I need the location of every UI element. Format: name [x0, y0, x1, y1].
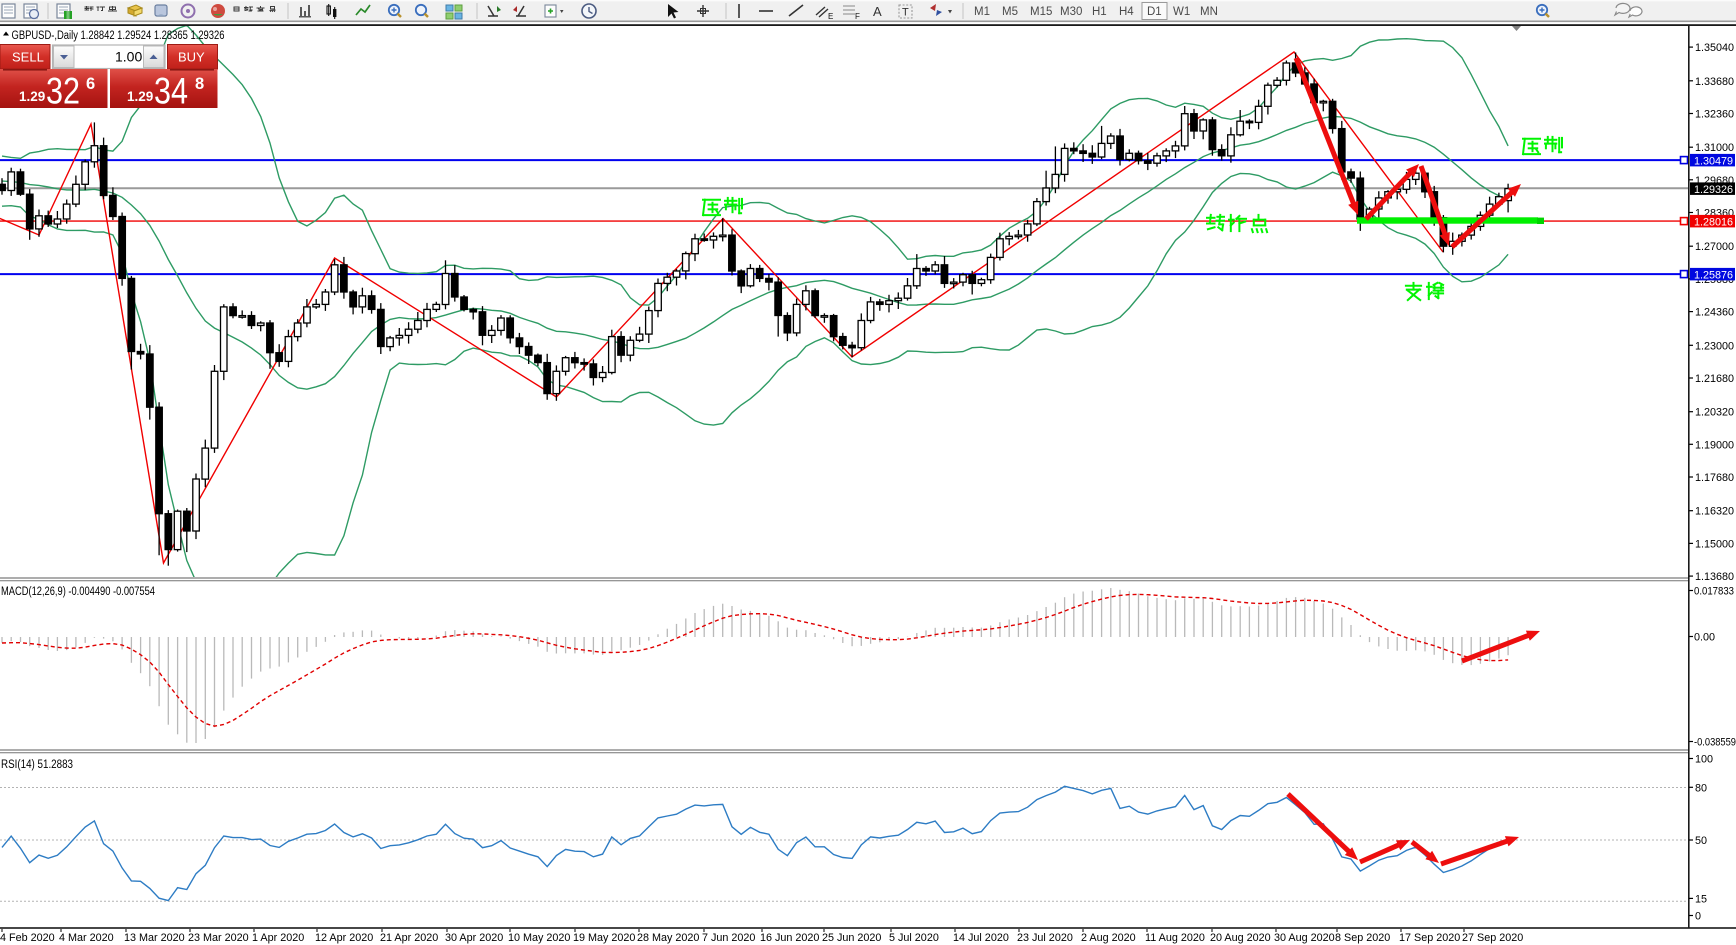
svg-text:1.13680: 1.13680 [1695, 571, 1734, 583]
svg-text:6: 6 [86, 75, 95, 93]
svg-text:RSI(14) 51.2883: RSI(14) 51.2883 [1, 759, 73, 771]
svg-text:23 Jul 2020: 23 Jul 2020 [1017, 932, 1073, 944]
svg-text:28 May 2020: 28 May 2020 [637, 932, 699, 944]
svg-text:H4: H4 [1119, 6, 1134, 18]
svg-text:GBPUSD-,Daily 1.28842 1.29524: GBPUSD-,Daily 1.28842 1.29524 1.28365 1.… [12, 30, 225, 42]
svg-text:4 Mar 2020: 4 Mar 2020 [59, 932, 114, 944]
svg-text:MACD(12,26,9) -0.004490 -0.007: MACD(12,26,9) -0.004490 -0.007554 [1, 586, 155, 598]
svg-text:1.24360: 1.24360 [1695, 307, 1734, 319]
svg-text:30 Apr 2020: 30 Apr 2020 [445, 932, 503, 944]
svg-text:5 Jul 2020: 5 Jul 2020 [889, 932, 939, 944]
svg-text:1.23000: 1.23000 [1695, 340, 1734, 352]
svg-text:F: F [855, 12, 860, 21]
svg-text:1.29: 1.29 [19, 89, 45, 104]
svg-text:1 Apr 2020: 1 Apr 2020 [252, 932, 304, 944]
svg-text:1.00: 1.00 [115, 49, 142, 65]
svg-text:1.16320: 1.16320 [1695, 506, 1734, 518]
svg-text:27 Sep 2020: 27 Sep 2020 [1462, 932, 1523, 944]
svg-text:12 Apr 2020: 12 Apr 2020 [315, 932, 373, 944]
svg-text:D1: D1 [1147, 6, 1162, 18]
svg-text:0: 0 [1695, 911, 1701, 923]
svg-text:23 Mar 2020: 23 Mar 2020 [188, 932, 249, 944]
svg-text:10 May 2020: 10 May 2020 [508, 932, 570, 944]
svg-text:4 Feb 2020: 4 Feb 2020 [0, 932, 55, 944]
svg-text:E: E [828, 12, 833, 21]
svg-text:-0.038559: -0.038559 [1694, 737, 1736, 749]
svg-text:11 Aug 2020: 11 Aug 2020 [1145, 932, 1205, 944]
svg-text:16 Jun 2020: 16 Jun 2020 [760, 932, 819, 944]
svg-text:SELL: SELL [12, 50, 44, 65]
svg-text:17 Sep 2020: 17 Sep 2020 [1399, 932, 1460, 944]
svg-text:8 Sep 2020: 8 Sep 2020 [1335, 932, 1390, 944]
svg-text:7 Jun 2020: 7 Jun 2020 [702, 932, 755, 944]
svg-text:80: 80 [1695, 782, 1707, 794]
svg-text:0.00: 0.00 [1694, 632, 1715, 644]
svg-text:1.31000: 1.31000 [1695, 142, 1734, 154]
svg-text:A: A [873, 4, 882, 19]
svg-text:25 Jun 2020: 25 Jun 2020 [822, 932, 881, 944]
svg-text:1.15000: 1.15000 [1695, 538, 1734, 550]
svg-text:0.017833: 0.017833 [1694, 586, 1734, 598]
svg-text:15: 15 [1695, 893, 1707, 905]
svg-text:1.20320: 1.20320 [1695, 407, 1734, 419]
svg-text:1.21680: 1.21680 [1695, 373, 1734, 385]
svg-text:1.29326: 1.29326 [1694, 184, 1733, 196]
svg-text:1.29: 1.29 [127, 89, 153, 104]
svg-text:M5: M5 [1002, 6, 1018, 18]
svg-text:20 Aug 2020: 20 Aug 2020 [1210, 932, 1271, 944]
svg-text:1.33680: 1.33680 [1695, 76, 1734, 88]
svg-text:2 Aug 2020: 2 Aug 2020 [1081, 932, 1136, 944]
svg-text:H1: H1 [1092, 6, 1107, 18]
svg-text:13 Mar 2020: 13 Mar 2020 [124, 932, 185, 944]
svg-text:1.17680: 1.17680 [1695, 472, 1734, 484]
svg-text:34: 34 [154, 71, 188, 112]
svg-text:30 Aug 2020: 30 Aug 2020 [1274, 932, 1335, 944]
svg-text:M30: M30 [1060, 6, 1082, 18]
svg-text:32: 32 [46, 71, 80, 112]
svg-text:W1: W1 [1173, 6, 1190, 18]
svg-text:M1: M1 [974, 6, 990, 18]
svg-text:50: 50 [1695, 835, 1707, 847]
svg-text:8: 8 [195, 75, 204, 93]
svg-text:T: T [902, 7, 909, 19]
svg-text:M15: M15 [1030, 6, 1052, 18]
svg-text:1.19000: 1.19000 [1695, 439, 1734, 451]
svg-text:BUY: BUY [178, 50, 205, 65]
svg-text:21 Apr 2020: 21 Apr 2020 [380, 932, 438, 944]
svg-text:14 Jul 2020: 14 Jul 2020 [953, 932, 1009, 944]
svg-text:1.35040: 1.35040 [1695, 42, 1734, 54]
svg-text:MN: MN [1200, 6, 1218, 18]
svg-text:1.27000: 1.27000 [1695, 241, 1734, 253]
svg-text:1.32360: 1.32360 [1695, 109, 1734, 121]
svg-text:1.28016: 1.28016 [1694, 216, 1733, 228]
svg-text:100: 100 [1695, 754, 1713, 766]
svg-text:1.30479: 1.30479 [1694, 155, 1733, 167]
svg-text:1.25876: 1.25876 [1694, 269, 1733, 281]
svg-text:19 May 2020: 19 May 2020 [573, 932, 635, 944]
